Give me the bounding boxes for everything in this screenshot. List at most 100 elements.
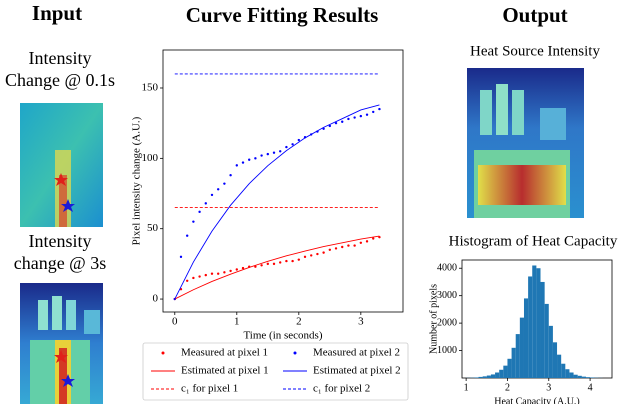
data-point [185, 279, 189, 282]
data-point [328, 248, 332, 252]
histogram-bar [561, 363, 566, 378]
x-axis-label: Heat Capacity (A.U.) [494, 396, 580, 404]
x-axis-label: Time (in seconds) [243, 330, 322, 342]
histogram-bar [573, 374, 578, 378]
legend-label: c₁ for pixel 1 [181, 383, 238, 395]
data-point [198, 275, 201, 278]
data-point [223, 182, 226, 185]
data-point [204, 202, 207, 205]
x-tick-label: 1 [234, 316, 240, 328]
data-point [241, 161, 245, 164]
image-label: Intensity [29, 231, 92, 251]
data-point [365, 113, 369, 116]
data-point [204, 273, 207, 277]
histogram-bar [557, 354, 562, 378]
x-tick-label: 3 [546, 382, 551, 393]
x-tick-label: 2 [505, 382, 510, 393]
histogram-bar [474, 377, 479, 378]
data-point [285, 259, 288, 263]
legend-frame [142, 342, 409, 401]
histogram-bar [540, 281, 545, 378]
data-point [241, 266, 245, 270]
data-point [341, 120, 344, 123]
histogram-bar [585, 377, 591, 378]
data-point [378, 107, 381, 111]
data-point [279, 150, 282, 153]
y-tick-label: 2000 [437, 317, 457, 328]
x-tick-label: 3 [358, 316, 364, 328]
legend-label: Measured at pixel 2 [313, 347, 400, 359]
data-point [372, 110, 375, 114]
data-point [179, 255, 183, 259]
data-point [341, 245, 344, 249]
data-point [347, 244, 350, 247]
image-label: Intensity [29, 48, 92, 68]
heading: Output [502, 3, 567, 27]
data-point [254, 157, 257, 160]
chart-title: Histogram of Heat Capacity [449, 233, 618, 249]
image-label: Change @ 0.1s [5, 70, 115, 90]
data-point [334, 121, 338, 125]
legend-label: Estimated at pixel 1 [181, 365, 269, 377]
histogram-bar [523, 298, 529, 378]
data-point [192, 220, 195, 223]
y-tick-label: 0 [153, 293, 159, 305]
histogram-bar [565, 369, 570, 378]
data-point [192, 276, 195, 280]
data-point [229, 174, 232, 177]
data-point [266, 262, 270, 266]
data-point [291, 143, 294, 146]
image-label: Heat Source Intensity [470, 43, 600, 59]
data-point [291, 259, 294, 263]
image-label: change @ 3s [14, 253, 107, 273]
data-point [235, 268, 238, 271]
data-point [297, 138, 301, 142]
heatmap-image [467, 68, 584, 218]
data-point [353, 244, 356, 247]
histogram-bar [536, 268, 541, 378]
histogram-bar [490, 374, 496, 378]
data-point [210, 193, 214, 197]
y-axis-label: Number of pixels [428, 284, 439, 354]
legend-marker [161, 351, 165, 355]
data-point [229, 269, 232, 273]
data-point [285, 145, 288, 149]
legend-label: Measured at pixel 1 [181, 347, 268, 359]
fit-line [174, 235, 380, 300]
x-tick-label: 1 [464, 382, 469, 393]
histogram-bar [577, 375, 582, 378]
data-point [279, 261, 282, 264]
y-tick-label: 50 [147, 222, 159, 234]
data-point [210, 272, 214, 275]
heatmap-image [20, 283, 103, 404]
data-point [216, 188, 220, 191]
data-point [272, 151, 276, 154]
data-point [334, 247, 338, 250]
data-point [185, 234, 189, 237]
histogram-bar [482, 376, 487, 378]
heading: Curve Fitting Results [186, 3, 379, 27]
data-point [272, 262, 276, 266]
data-point [248, 158, 251, 161]
data-point [365, 240, 369, 243]
data-point [223, 271, 226, 274]
fit-line [174, 104, 380, 300]
legend-marker [293, 351, 297, 355]
data-point [353, 116, 356, 119]
data-point [316, 252, 319, 256]
y-tick-label: 100 [142, 152, 159, 164]
histogram-bar [495, 372, 500, 378]
y-tick-label: 150 [142, 82, 159, 94]
data-point [372, 237, 375, 240]
histogram-bar [507, 358, 512, 378]
y-tick-label: 4000 [437, 263, 457, 274]
histogram-bar [581, 376, 586, 378]
data-point [359, 114, 363, 118]
histogram-bar [569, 372, 574, 378]
data-point [347, 117, 350, 121]
histogram-bar [515, 334, 520, 378]
histogram-bar [552, 342, 558, 378]
histogram-bar [511, 347, 516, 378]
histogram-bar [532, 265, 537, 378]
